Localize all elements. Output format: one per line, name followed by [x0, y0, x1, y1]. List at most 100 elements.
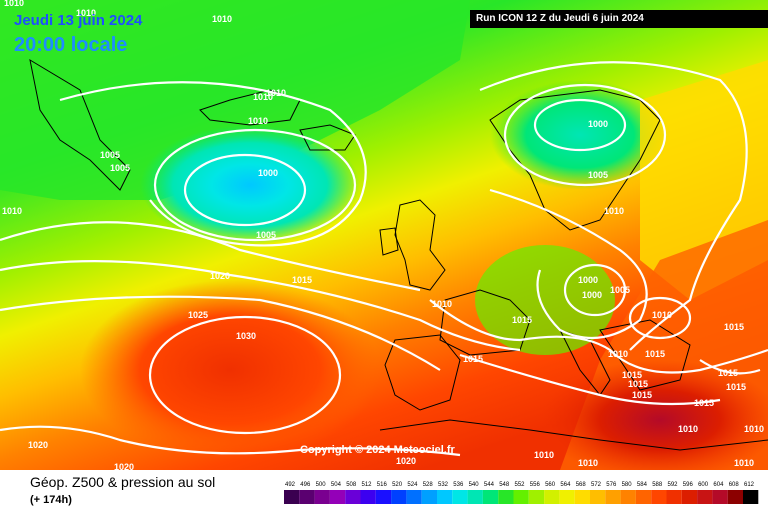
- scale-tick-label: 560: [545, 482, 556, 488]
- forecast-date: Jeudi 13 juin 2024: [14, 12, 143, 29]
- scale-tick-label: 532: [438, 482, 449, 488]
- isobar-1020-south: [0, 425, 461, 457]
- isobar-1015-band: [0, 221, 421, 292]
- coastlines: [29, 58, 768, 451]
- scale-swatch: [559, 490, 575, 504]
- scale-tick-label: 568: [576, 482, 587, 488]
- scale-swatch: [437, 490, 453, 504]
- iberia-coast: [384, 334, 461, 411]
- iceland-low-core: [140, 125, 360, 245]
- scale-swatch: [375, 490, 392, 504]
- isobar-label: 1010: [76, 8, 96, 18]
- isobar-labels: 1010 1010 1010 1010 1010 1010 1005 1005 …: [2, 0, 764, 470]
- forecast-range: (+ 174h): [30, 494, 72, 506]
- central-europe-trough: [475, 245, 615, 355]
- scale-tick-label: 612: [744, 482, 755, 488]
- isobar-label: 1010: [578, 458, 598, 468]
- isobar-label: 1015: [628, 379, 648, 389]
- scale-swatch: [727, 490, 743, 504]
- isobar-label: 1010: [212, 14, 232, 24]
- isobar-label: 1020: [28, 440, 48, 450]
- legend-footer: Géop. Z500 & pression au sol (+ 174h) 49…: [0, 470, 768, 512]
- isobar-label: 1015: [622, 370, 642, 380]
- isobar-label: 1010: [652, 310, 672, 320]
- isobar-label: 1015: [645, 349, 665, 359]
- scale-swatch: [329, 490, 346, 504]
- scale-swatch: [697, 490, 713, 504]
- scandinavia-low-core: [490, 80, 670, 190]
- isobar-label: 1010: [266, 88, 286, 98]
- greenland-coast: [29, 58, 131, 191]
- scale-tick-label: 540: [469, 482, 480, 488]
- scale-tick-label: 596: [683, 482, 694, 488]
- scale-swatch: [467, 490, 483, 504]
- scale-swatch: [360, 490, 376, 504]
- scale-tick-label: 608: [729, 482, 740, 488]
- scale-tick-label: 524: [407, 482, 418, 488]
- scale-tick-label: 520: [392, 482, 403, 488]
- isobar-label: 1010: [248, 116, 268, 126]
- scale-swatch: [743, 490, 759, 504]
- isobar-1000-scand: [533, 98, 627, 152]
- isobar-1015-south: [459, 353, 721, 406]
- isobar-label: 1005: [256, 230, 276, 240]
- scale-tick-label: 580: [622, 482, 633, 488]
- isobar-1020: [0, 260, 521, 352]
- isobar-label: 1020: [114, 462, 134, 470]
- scale-tick-label: 508: [346, 482, 357, 488]
- isobar-1025: [0, 295, 441, 371]
- scale-tick-label: 600: [698, 482, 709, 488]
- mediterranean-high-core: [540, 360, 768, 470]
- copyright-text: Copyright © 2024 Meteociel.fr: [300, 444, 455, 456]
- isobar-label: 1000: [578, 275, 598, 285]
- isobar-label: 1030: [236, 331, 256, 341]
- scale-swatch: [681, 490, 698, 504]
- isobar-label: 1015: [632, 390, 652, 400]
- azores-high-core: [80, 280, 380, 460]
- britain-coast: [394, 199, 446, 291]
- scale-tick-label: 552: [515, 482, 526, 488]
- scale-swatch: [590, 490, 606, 504]
- scale-tick-label: 544: [484, 482, 495, 488]
- isobar-label: 1010: [4, 0, 24, 8]
- ireland-coast: [379, 227, 399, 256]
- scale-swatch: [421, 490, 437, 504]
- color-scale: 492 496 500 504 508 512 516 520 524 528 532 536 540 5…: [284, 482, 759, 504]
- isobar-label: 1010: [534, 450, 554, 460]
- isobar-label: 1010: [2, 206, 22, 216]
- isobar-label: 1015: [292, 275, 312, 285]
- isobar-1005-iceland: [153, 128, 357, 242]
- isobar-label: 1015: [718, 368, 738, 378]
- scale-tick-label: 576: [606, 482, 617, 488]
- scale-swatch: [620, 490, 636, 504]
- scale-swatch: [284, 490, 300, 504]
- isobar-label: 1010: [734, 458, 754, 468]
- legend-title: Géop. Z500 & pression au sol: [30, 474, 216, 490]
- scale-tick-label: 500: [316, 482, 327, 488]
- isobar-label: 1020: [210, 271, 230, 281]
- isobar-label: 1015: [724, 322, 744, 332]
- isobar-1005-scand: [503, 83, 667, 187]
- isobar-1005-central: [489, 188, 648, 340]
- scale-swatch: [544, 490, 560, 504]
- isobar-label: 1005: [100, 150, 120, 160]
- france-coast: [439, 289, 531, 356]
- isobar-label: 1015: [463, 354, 483, 364]
- iceland-coast: [299, 124, 356, 151]
- scale-tick-label: 564: [560, 482, 571, 488]
- scale-swatch: [574, 490, 590, 504]
- isobar-1000-central: [563, 263, 627, 317]
- isobar-1000-iceland: [183, 153, 307, 227]
- isobar-label: 1015: [694, 398, 714, 408]
- scale-tick-label: 548: [499, 482, 510, 488]
- isobar-label: 1005: [588, 170, 608, 180]
- isobar-1030: [148, 315, 342, 435]
- scale-swatch: [314, 490, 330, 504]
- isobar-label: 1010: [744, 424, 764, 434]
- balkans-coast: [599, 319, 691, 391]
- isobar-1010-north: [59, 81, 367, 247]
- scale-tick-label: 496: [300, 482, 311, 488]
- isobar-label: 1000: [258, 168, 278, 178]
- scale-tick-label: 604: [713, 482, 724, 488]
- isobar-label: 1005: [110, 163, 130, 173]
